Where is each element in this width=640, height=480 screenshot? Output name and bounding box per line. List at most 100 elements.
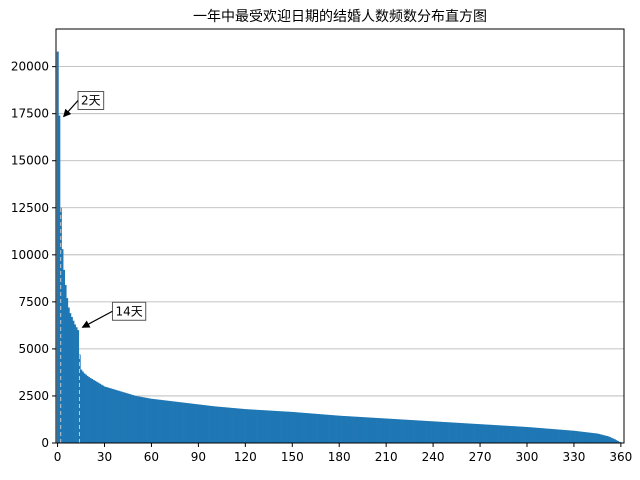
- histogram-bar: [574, 430, 577, 443]
- histogram-bar: [89, 378, 92, 443]
- histogram-bar: [460, 423, 463, 443]
- histogram-bar: [596, 433, 599, 443]
- histogram-bar: [288, 411, 291, 443]
- histogram-bar: [138, 396, 141, 443]
- histogram-bar: [296, 412, 299, 443]
- histogram-bar: [300, 412, 303, 443]
- histogram-bar: [61, 249, 64, 443]
- histogram-bar: [504, 425, 507, 443]
- histogram-bar: [595, 433, 598, 443]
- histogram-bar: [75, 327, 78, 443]
- histogram-bar: [63, 269, 66, 443]
- y-gridlines: [56, 66, 624, 397]
- histogram-bar: [92, 379, 95, 443]
- histogram-bar: [424, 420, 427, 443]
- histogram-bar: [325, 414, 328, 443]
- histogram-bar: [291, 411, 294, 443]
- histogram-bar: [374, 417, 377, 443]
- histogram-bar: [69, 313, 72, 443]
- histogram-bar: [349, 416, 352, 443]
- histogram-bar: [368, 417, 371, 443]
- histogram-bar: [357, 416, 360, 443]
- histogram-bar: [153, 399, 156, 443]
- histogram-bar: [394, 419, 397, 443]
- histogram-bar: [549, 428, 552, 443]
- histogram-bar: [493, 425, 496, 443]
- annotation: 2天: [63, 91, 105, 118]
- histogram-bar: [540, 428, 543, 443]
- histogram-bar: [477, 424, 480, 443]
- histogram-bar: [213, 406, 216, 443]
- histogram-bar: [382, 418, 385, 443]
- histogram-bar: [607, 436, 610, 443]
- histogram-bar: [440, 421, 443, 443]
- histogram-bar: [186, 403, 189, 443]
- histogram-bar: [280, 411, 283, 443]
- histogram-bar: [81, 371, 84, 443]
- histogram-bar: [407, 419, 410, 443]
- x-tick-label: 180: [328, 450, 351, 464]
- histogram-bar: [369, 417, 372, 443]
- histogram-bar: [333, 415, 336, 443]
- histogram-bar: [268, 410, 270, 443]
- histogram-bar: [206, 405, 209, 443]
- histogram-bar: [189, 403, 192, 443]
- histogram-bar: [438, 421, 441, 443]
- histogram-bar: [166, 400, 169, 443]
- histogram-bar: [160, 399, 163, 443]
- histogram-bar: [272, 410, 275, 443]
- histogram-bar: [462, 423, 465, 443]
- histogram-bar: [408, 419, 411, 443]
- histogram-bar: [249, 409, 252, 443]
- histogram-bar: [399, 419, 402, 443]
- y-tick-label: 17500: [11, 107, 49, 121]
- histogram-bar: [88, 377, 91, 443]
- histogram-bar: [454, 422, 457, 443]
- histogram-bar: [383, 418, 386, 443]
- histogram-bar: [111, 388, 114, 443]
- histogram-bar: [283, 411, 286, 443]
- histogram-bar: [108, 387, 111, 443]
- histogram-bar: [222, 407, 225, 443]
- histogram-bar: [444, 422, 447, 443]
- histogram-bar: [80, 369, 83, 443]
- histogram-bar: [100, 384, 103, 443]
- histogram-bar: [210, 405, 213, 443]
- x-tick-label: 300: [516, 450, 539, 464]
- histogram-bar: [498, 425, 501, 443]
- histogram-bar: [377, 418, 380, 443]
- histogram-bar: [402, 419, 405, 443]
- histogram-bar: [593, 433, 596, 443]
- histogram-bar: [277, 411, 280, 443]
- histogram-bar: [426, 420, 429, 443]
- histogram-bar: [199, 404, 202, 443]
- histogram-bar: [114, 389, 117, 443]
- histogram-bar: [433, 421, 436, 443]
- histogram-bar: [145, 397, 148, 443]
- histogram-bar: [552, 429, 555, 443]
- histogram-bar: [177, 401, 180, 443]
- histogram-bar: [86, 375, 89, 443]
- x-tick-label: 240: [422, 450, 445, 464]
- histogram-bar: [361, 417, 364, 443]
- histogram-bar: [205, 405, 208, 443]
- histogram-bar: [239, 408, 242, 443]
- histogram-bar: [580, 431, 583, 443]
- histogram-bar: [305, 413, 308, 443]
- y-tick-label: 7500: [18, 295, 49, 309]
- histogram-bar: [390, 418, 393, 443]
- histogram-bar: [224, 407, 227, 443]
- histogram-bar: [58, 115, 61, 444]
- histogram-bar: [421, 420, 424, 443]
- histogram-bar: [476, 423, 479, 443]
- histogram-bar: [332, 415, 335, 443]
- histogram-bar: [546, 428, 549, 443]
- histogram-bar: [225, 407, 228, 443]
- histogram-bar: [329, 414, 332, 443]
- histogram-bar: [91, 379, 94, 443]
- histogram-bar: [84, 374, 87, 443]
- histogram-bar: [570, 430, 572, 443]
- histogram-bar: [618, 441, 621, 443]
- histogram-bar: [494, 425, 497, 443]
- histogram-bar: [178, 402, 181, 443]
